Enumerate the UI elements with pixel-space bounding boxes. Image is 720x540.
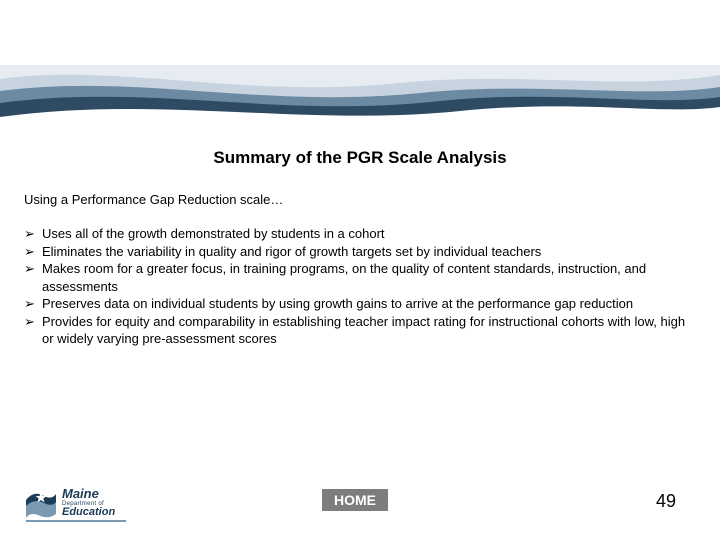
bullet-marker: ➢ [24,260,42,278]
bullet-text: Provides for equity and comparability in… [42,313,696,348]
page-number: 49 [656,491,676,512]
logo-mark [26,488,56,518]
bullet-text: Makes room for a greater focus, in train… [42,260,696,295]
home-button[interactable]: HOME [322,489,388,511]
bullet-text: Uses all of the growth demonstrated by s… [42,225,696,243]
logo-line-3: Education [62,507,115,518]
bullet-item: ➢Preserves data on individual students b… [24,295,696,313]
maine-doe-logo: Maine Department of Education [26,487,115,518]
bullet-item: ➢Makes room for a greater focus, in trai… [24,260,696,295]
bullet-marker: ➢ [24,243,42,261]
logo-line-1: Maine [62,487,115,500]
logo-underline [26,520,126,522]
bullet-item: ➢Eliminates the variability in quality a… [24,243,696,261]
bullet-marker: ➢ [24,225,42,243]
bullet-marker: ➢ [24,295,42,313]
bullet-item: ➢Provides for equity and comparability i… [24,313,696,348]
bullet-item: ➢Uses all of the growth demonstrated by … [24,225,696,243]
logo-text: Maine Department of Education [62,487,115,518]
bullet-text: Eliminates the variability in quality an… [42,243,696,261]
slide-title: Summary of the PGR Scale Analysis [0,148,720,168]
bullet-list: ➢Uses all of the growth demonstrated by … [24,225,696,348]
bullet-marker: ➢ [24,313,42,331]
intro-text: Using a Performance Gap Reduction scale… [24,192,283,207]
bullet-text: Preserves data on individual students by… [42,295,696,313]
header-wave [0,65,720,125]
